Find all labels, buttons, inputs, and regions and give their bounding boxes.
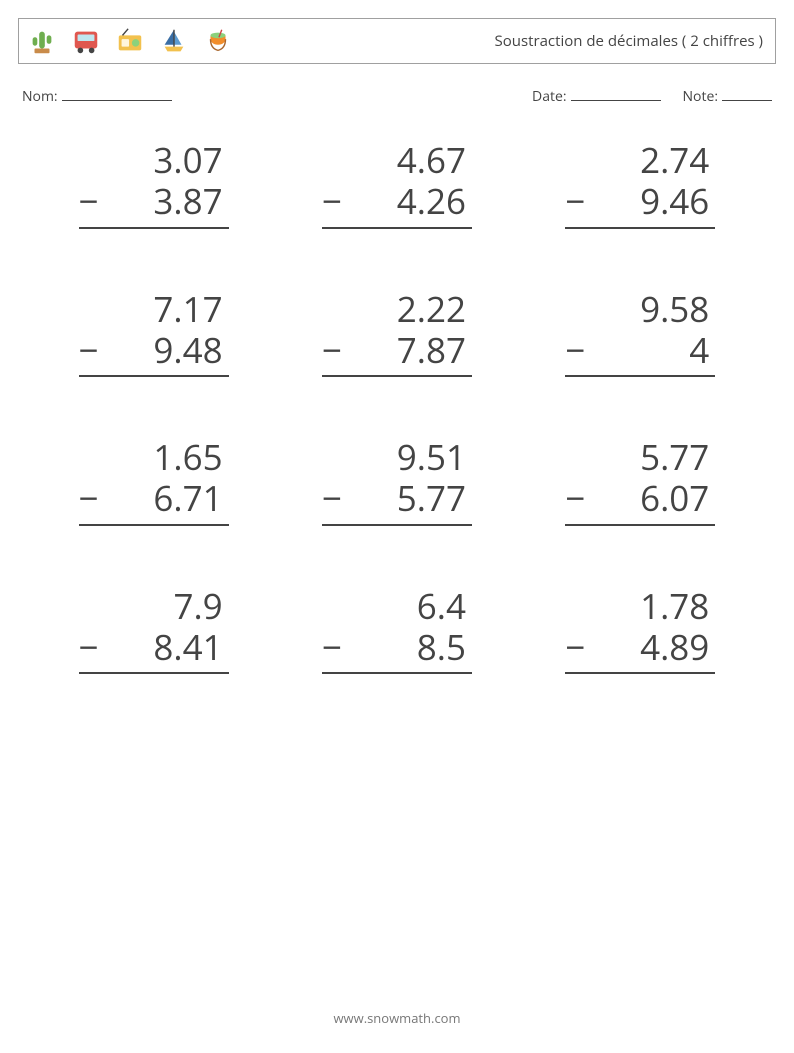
problem: 1.65−6.71 — [79, 437, 229, 526]
problem: 2.74−9.46 — [565, 140, 715, 229]
problem-rule — [322, 524, 472, 526]
problem: 1.78−4.89 — [565, 586, 715, 675]
subtrahend: 6.71 — [109, 478, 229, 519]
cocktail-icon — [201, 24, 235, 58]
problem: 7.17−9.48 — [79, 289, 229, 378]
subtrahend: 8.41 — [109, 627, 229, 668]
minuend: 5.77 — [595, 437, 715, 478]
minuend: 1.65 — [109, 437, 229, 478]
minuend: 7.17 — [109, 289, 229, 330]
problem: 2.22−7.87 — [322, 289, 472, 378]
problem: 9.58−4 — [565, 289, 715, 378]
subtrahend: 4.89 — [595, 627, 715, 668]
name-blank — [62, 86, 172, 101]
problem-rule — [565, 227, 715, 229]
problem-rule — [565, 672, 715, 674]
date-label: Date: — [532, 87, 566, 106]
minuend: 9.51 — [352, 437, 472, 478]
problem-rule — [565, 375, 715, 377]
operator: − — [79, 478, 109, 519]
operator: − — [565, 478, 595, 519]
header-bar: Soustraction de décimales ( 2 chiffres ) — [18, 18, 776, 64]
problem: 3.07−3.87 — [79, 140, 229, 229]
meta-row: Nom: Date: Note: — [22, 86, 772, 106]
bus-icon — [69, 24, 103, 58]
operator: − — [565, 181, 595, 222]
operator: − — [79, 181, 109, 222]
problem: 4.67−4.26 — [322, 140, 472, 229]
problem: 6.4−8.5 — [322, 586, 472, 675]
problem-rule — [322, 375, 472, 377]
operator: − — [565, 627, 595, 668]
minuend: 4.67 — [352, 140, 472, 181]
minuend: 2.74 — [595, 140, 715, 181]
minuend: 2.22 — [352, 289, 472, 330]
operator: − — [322, 627, 352, 668]
sailboat-icon — [157, 24, 191, 58]
subtrahend: 9.48 — [109, 330, 229, 371]
subtrahend: 9.46 — [595, 181, 715, 222]
note-blank — [722, 86, 772, 101]
minuend: 6.4 — [352, 586, 472, 627]
subtrahend: 4 — [595, 330, 715, 371]
name-label: Nom: — [22, 87, 58, 106]
footer-url: www.snowmath.com — [0, 1009, 794, 1027]
problem-rule — [322, 672, 472, 674]
subtrahend: 6.07 — [595, 478, 715, 519]
radio-icon — [113, 24, 147, 58]
problem: 9.51−5.77 — [322, 437, 472, 526]
problem: 5.77−6.07 — [565, 437, 715, 526]
operator: − — [322, 181, 352, 222]
minuend: 1.78 — [595, 586, 715, 627]
cactus-icon — [25, 24, 59, 58]
subtrahend: 4.26 — [352, 181, 472, 222]
header-icon-strip — [25, 24, 235, 58]
minuend: 9.58 — [595, 289, 715, 330]
subtrahend: 7.87 — [352, 330, 472, 371]
subtrahend: 8.5 — [352, 627, 472, 668]
problem-rule — [79, 227, 229, 229]
operator: − — [79, 627, 109, 668]
problem-rule — [322, 227, 472, 229]
worksheet-title: Soustraction de décimales ( 2 chiffres ) — [495, 31, 763, 51]
problem-rule — [565, 524, 715, 526]
problem-rule — [79, 375, 229, 377]
minuend: 7.9 — [109, 586, 229, 627]
subtrahend: 3.87 — [109, 181, 229, 222]
problem-rule — [79, 524, 229, 526]
subtrahend: 5.77 — [352, 478, 472, 519]
note-label: Note: — [683, 87, 719, 106]
operator: − — [79, 330, 109, 371]
minuend: 3.07 — [109, 140, 229, 181]
problems-grid: 3.07−3.874.67−4.262.74−9.467.17−9.482.22… — [18, 140, 776, 674]
date-blank — [571, 86, 661, 101]
problem-rule — [79, 672, 229, 674]
problem: 7.9−8.41 — [79, 586, 229, 675]
operator: − — [322, 330, 352, 371]
operator: − — [565, 330, 595, 371]
operator: − — [322, 478, 352, 519]
